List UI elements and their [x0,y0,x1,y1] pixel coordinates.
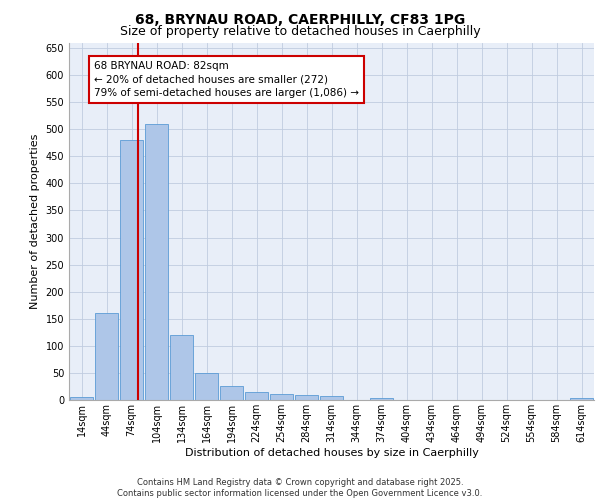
Bar [570,398,593,400]
Y-axis label: Number of detached properties: Number of detached properties [30,134,40,309]
Text: Size of property relative to detached houses in Caerphilly: Size of property relative to detached ho… [119,25,481,38]
Bar [120,140,143,400]
Text: 68 BRYNAU ROAD: 82sqm
← 20% of detached houses are smaller (272)
79% of semi-det: 68 BRYNAU ROAD: 82sqm ← 20% of detached … [94,62,359,98]
Bar [195,373,218,400]
Bar [170,335,193,400]
Text: Contains HM Land Registry data © Crown copyright and database right 2025.
Contai: Contains HM Land Registry data © Crown c… [118,478,482,498]
Bar [70,398,93,400]
Bar [370,398,393,400]
Bar [95,314,118,400]
Bar [220,386,243,400]
Bar [320,396,343,400]
X-axis label: Distribution of detached houses by size in Caerphilly: Distribution of detached houses by size … [185,448,478,458]
Bar [245,392,268,400]
Bar [145,124,168,400]
Bar [295,394,318,400]
Text: 68, BRYNAU ROAD, CAERPHILLY, CF83 1PG: 68, BRYNAU ROAD, CAERPHILLY, CF83 1PG [135,12,465,26]
Bar [270,394,293,400]
